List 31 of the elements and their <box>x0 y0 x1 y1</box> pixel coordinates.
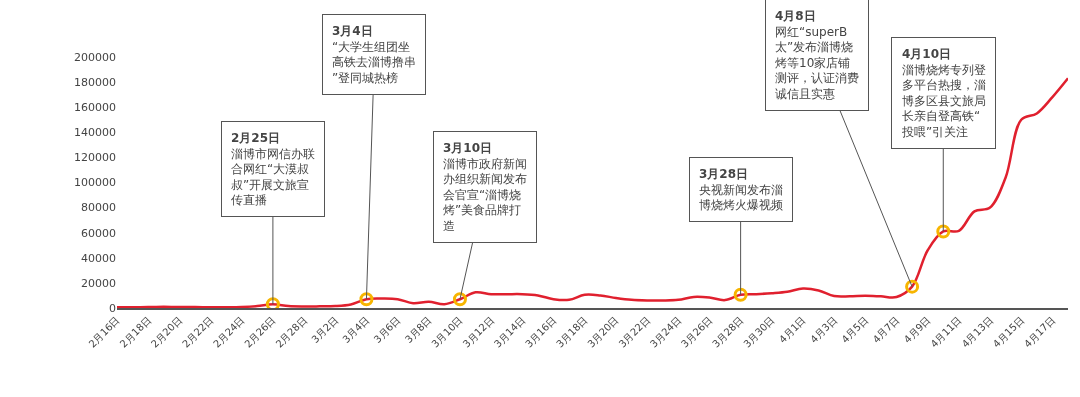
y-tick-label: 80000 <box>81 201 116 215</box>
annotation: 淄博市政府新闻办组织新闻发布会官宣“淄博烧烤”美食品牌打造 <box>443 156 527 233</box>
annotation: 2月25日 <box>231 131 281 145</box>
annotation: 网红“superB太”发布淄博烧烤等10家店铺测评，认证消费诚信且实惠 <box>775 24 859 101</box>
y-tick-label: 60000 <box>81 226 116 240</box>
x-tick-label: 4月5日 <box>839 314 871 346</box>
x-tick-label: 4月3日 <box>808 314 840 346</box>
text: 3月4日 <box>332 24 373 38</box>
y-tick-label: 140000 <box>74 126 116 140</box>
y-tick-label: 120000 <box>74 151 116 165</box>
annotation: 淄博市网信办联合网红“大漠叔叔”开展文旅宣传直播 <box>231 146 315 208</box>
annotation: “大学生组团坐高铁去淄博撸串”登同城热榜 <box>332 39 416 85</box>
x-tick-label: 4月7日 <box>870 314 902 346</box>
y-tick-label: 20000 <box>81 276 116 290</box>
x-tick-label: 3月4日 <box>340 314 372 346</box>
text: 4月8日 <box>775 9 816 23</box>
annotation: 4月10日 <box>902 47 952 61</box>
annotation: 淄博烧烤专列登多平台热搜，淄博多区县文旅局长亲自登高铁“投喂”引关注 <box>901 62 986 139</box>
y-tick-label: 160000 <box>74 101 116 115</box>
x-tick-label: 3月2日 <box>309 314 341 346</box>
y-tick-label: 200000 <box>74 50 116 64</box>
x-tick-label: 3月6日 <box>371 314 403 346</box>
annotation: 3月10日 <box>443 141 493 155</box>
x-tick-label: 4月9日 <box>901 314 933 346</box>
annotation: 央视新闻发布淄博烧烤火爆视频 <box>699 182 783 213</box>
x-tick-label: 4月1日 <box>776 314 808 346</box>
y-tick-label: 40000 <box>81 251 116 265</box>
y-tick-label: 180000 <box>74 75 116 89</box>
y-tick-label: 0 <box>109 301 116 315</box>
annotation: 3月28日 <box>699 167 749 181</box>
y-tick-label: 100000 <box>74 176 116 190</box>
